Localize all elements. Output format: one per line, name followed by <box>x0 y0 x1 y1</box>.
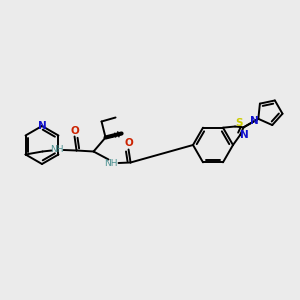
Text: NH: NH <box>104 159 117 168</box>
Text: N: N <box>240 130 249 140</box>
Text: N: N <box>38 121 46 131</box>
Text: S: S <box>236 118 243 128</box>
Text: NH: NH <box>50 145 63 154</box>
Text: N: N <box>250 116 259 126</box>
Text: O: O <box>70 125 79 136</box>
Text: O: O <box>124 139 133 148</box>
